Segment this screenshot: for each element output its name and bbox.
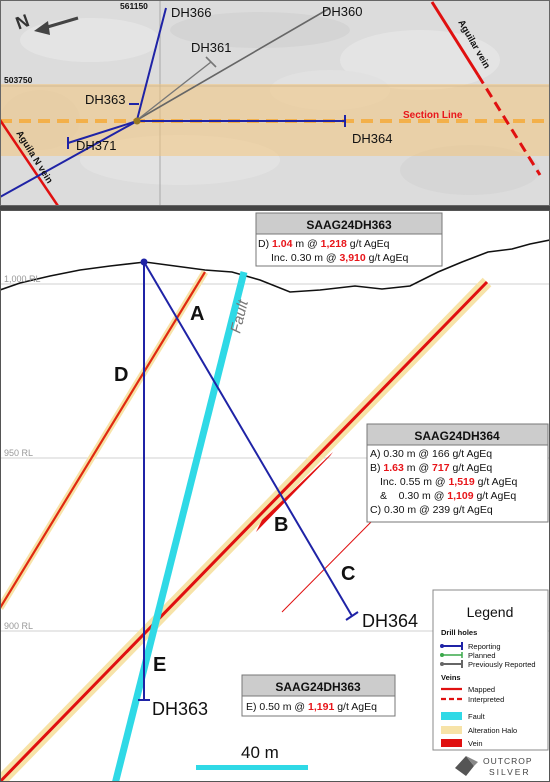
legend-planned: Planned [468,651,496,660]
aguilar-vein-mapped [430,1,480,76]
assay-line-b-and: & 0.30 m @ 1,109 g/t AgEq [380,490,516,502]
cross-section: 1,000 RL 950 RL 900 RL A B C D E Fault D… [1,210,549,781]
panel-divider [0,206,550,210]
scale-label: 40 m [241,743,279,762]
dh361-end-tick [205,56,217,68]
dh364-trace [143,261,353,617]
dh371-trace [67,120,138,144]
legend-veins-heading: Veins [441,673,461,682]
rl-label-1000: 1,000 RL [4,274,41,284]
assay-box-top-title: SAAG24DH363 [306,218,392,232]
intercept-label-a: A [190,303,204,325]
assay-box-bottom: SAAG24DH363 E) 0.50 m @ 1,191 g/t AgEq [241,674,396,717]
assay-line-a: A) 0.30 m @ 166 g/t AgEq [370,448,492,460]
logo-mark-icon [455,756,478,776]
intercept-label-e: E [153,654,166,676]
hole-label-dh363: DH363 [85,92,125,107]
legend-previous-icon [440,660,463,668]
logo-line-2: SILVER [489,767,531,777]
legend-halo: Alteration Halo [468,726,517,735]
legend-fault-icon [441,712,462,720]
hole-label-dh364: DH364 [352,131,392,146]
legend-frame [432,589,549,751]
assay-line-b: B) 1.63 m @ 717 g/t AgEq [370,462,492,474]
legend-previous: Previously Reported [468,660,536,669]
north-arrow-icon: N [13,10,79,35]
assay-line-d-inc: Inc. 0.30 m @ 3,910 g/t AgEq [271,252,408,264]
logo-line-1: OUTCROP [483,756,533,766]
main-vein-mapped [1,280,489,781]
main-vein-thick [256,452,333,532]
assay-line-d: D) 1.04 m @ 1,218 g/t AgEq [258,238,390,250]
section-line-label: Section Line [403,110,463,121]
section-hole-label-dh363: DH363 [152,699,208,719]
dh360-trace [136,7,331,121]
intercept-label-b: B [274,514,288,536]
legend-planned-icon [440,652,463,658]
legend-reporting: Reporting [468,642,501,651]
fault-line [112,271,248,781]
legend: Legend Drill holes Reporting Planned Pre… [432,589,549,751]
assay-line-c: C) 0.30 m @ 239 g/t AgEq [370,504,493,516]
assay-box-right-title: SAAG24DH364 [414,429,500,443]
upper-vein-mapped [1,271,206,609]
hole-label-dh371: DH371 [76,138,116,153]
rl-label-950: 950 RL [4,448,33,458]
hole-label-dh366: DH366 [171,5,211,20]
dh371-extension [0,120,138,198]
assay-box-right: SAAG24DH364 A) 0.30 m @ 166 g/t AgEq B) … [366,423,549,523]
aguilar-vein-interpreted [476,74,542,176]
plan-map: N 561150 503750 DH366 DH360 DH361 DH363 … [0,0,550,206]
assay-line-e: E) 0.50 m @ 1,191 g/t AgEq [246,701,377,713]
company-logo: OUTCROP SILVER [455,756,533,777]
scale-bar [196,765,308,770]
northing-label: 503750 [4,75,33,85]
aguila-n-vein [0,119,60,206]
intercept-label-d: D [114,364,128,386]
dh366-trace [136,7,167,121]
legend-vein-icon [441,739,462,747]
assay-line-b-inc: Inc. 0.55 m @ 1,519 g/t AgEq [380,476,517,488]
legend-vein: Vein [468,739,483,748]
legend-mapped: Mapped [468,685,495,694]
assay-box-top: SAAG24DH363 D) 1.04 m @ 1,218 g/t AgEq I… [255,212,443,267]
topography-line [1,239,549,293]
section-hole-label-dh364: DH364 [362,611,418,631]
north-label: N [13,10,32,33]
thin-vein-c [281,517,376,613]
legend-drill-heading: Drill holes [441,628,477,637]
legend-title: Legend [467,604,514,620]
easting-label: 561150 [120,1,148,11]
collar-marker [140,258,148,266]
legend-halo-icon [441,726,462,734]
hole-label-dh360: DH360 [322,4,362,19]
dh364-end-tick [345,611,359,621]
legend-interpreted: Interpreted [468,695,504,704]
assay-box-bottom-title: SAAG24DH363 [275,680,361,694]
collar-marker [133,117,141,125]
rl-label-900: 900 RL [4,621,33,631]
legend-fault: Fault [468,712,486,721]
hole-label-dh361: DH361 [191,40,231,55]
dh361-trace [136,61,212,121]
intercept-label-c: C [341,563,355,585]
legend-reporting-icon [440,642,463,650]
